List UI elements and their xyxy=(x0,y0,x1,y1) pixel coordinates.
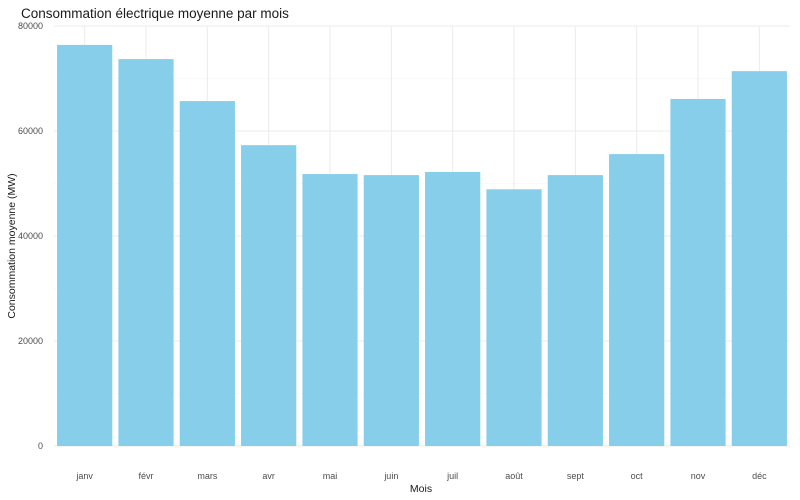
bar-3 xyxy=(241,145,297,447)
y-axis-tick-labels: 0 20000 40000 60000 80000 xyxy=(18,21,43,451)
y-tick-label: 0 xyxy=(38,441,43,451)
x-tick-label: janv xyxy=(75,471,93,481)
y-tick-label: 40000 xyxy=(18,231,43,241)
chart-title: Consommation électrique moyenne par mois xyxy=(21,6,289,21)
x-tick-label: juin xyxy=(383,471,398,481)
bar-7 xyxy=(486,189,542,446)
bar-2 xyxy=(179,101,235,446)
x-tick-label: oct xyxy=(631,471,644,481)
x-axis-title: Mois xyxy=(410,483,432,495)
x-tick-label: sept xyxy=(567,471,585,481)
bar-9 xyxy=(609,154,665,446)
x-tick-label: avr xyxy=(262,471,275,481)
x-tick-label: juil xyxy=(446,471,458,481)
y-axis-title: Consommation moyenne (MW) xyxy=(6,173,18,318)
bar-8 xyxy=(547,175,603,446)
bars xyxy=(57,44,787,447)
x-tick-label: févr xyxy=(138,471,153,481)
y-tick-label: 60000 xyxy=(18,126,43,136)
x-axis-tick-labels: janv févr mars avr mai juin juil août sept oct nov… xyxy=(75,471,767,481)
y-tick-label: 20000 xyxy=(18,336,43,346)
x-tick-label: déc xyxy=(752,471,767,481)
bar-1 xyxy=(118,59,174,446)
y-tick-label: 80000 xyxy=(18,21,43,31)
x-tick-label: août xyxy=(505,471,523,481)
bar-4 xyxy=(302,174,358,447)
x-tick-label: nov xyxy=(691,471,706,481)
bar-11 xyxy=(731,71,787,447)
x-tick-label: mai xyxy=(323,471,338,481)
bar-10 xyxy=(670,98,726,446)
x-tick-label: mars xyxy=(197,471,217,481)
bar-5 xyxy=(363,175,419,446)
bar-6 xyxy=(425,171,481,446)
bar-0 xyxy=(57,44,113,447)
